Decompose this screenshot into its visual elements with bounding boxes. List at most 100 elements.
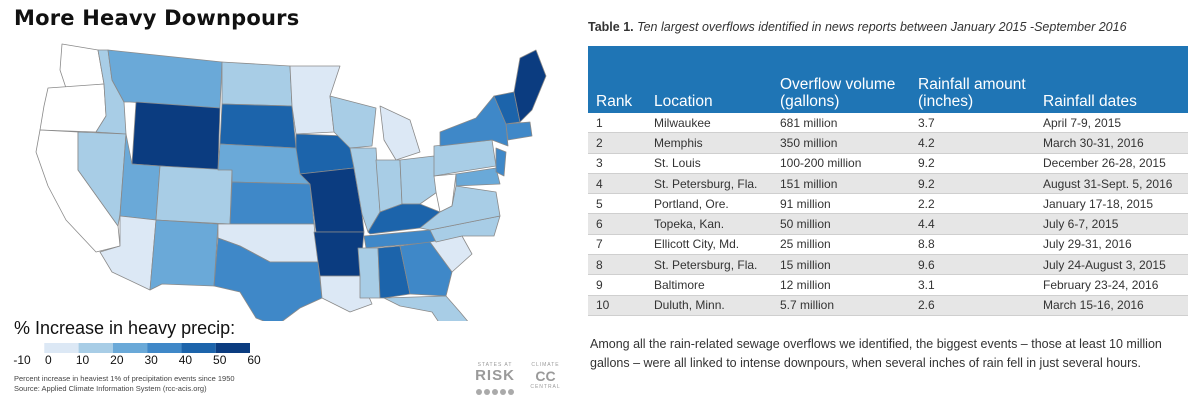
region-texas xyxy=(213,237,323,321)
table-cell: 6 xyxy=(596,217,603,232)
region-mass-ct xyxy=(505,121,533,141)
legend-swatch xyxy=(181,343,216,353)
table-body: 1 Milwaukee 681 million 3.7 April 7-9, 2015 2… xyxy=(588,113,1188,316)
legend-color-bar xyxy=(10,343,250,353)
region-alabama xyxy=(377,245,411,299)
table-row: 7 Ellicott City, Md. 25 million 8.8 July 29-… xyxy=(588,234,1188,255)
table-header-row: Rank Location Overflow volume (gallons) Rain… xyxy=(588,46,1188,113)
logo-cc-mark: CC xyxy=(535,368,556,384)
table-cell: 10 xyxy=(596,298,610,313)
legend-label: 0 xyxy=(44,353,52,367)
region-new-mexico xyxy=(149,219,219,291)
logo-risk-main: RISK xyxy=(475,367,515,384)
table-row: 1 Milwaukee 681 million 3.7 April 7-9, 2015 xyxy=(588,113,1188,133)
region-colorado xyxy=(155,165,233,225)
region-nevada xyxy=(77,131,127,227)
table-cell: 9 xyxy=(596,278,603,293)
table-cell: January 17-18, 2015 xyxy=(1043,196,1154,211)
table-row: 9 Baltimore 12 million 3.1 February 23-24, 2… xyxy=(588,274,1188,296)
map-title: More Heavy Downpours xyxy=(14,6,300,30)
region-wyoming xyxy=(131,101,221,171)
legend-swatch xyxy=(78,343,113,353)
table-cell: 8 xyxy=(596,257,603,272)
table-caption-text: Ten largest overflows identified in news… xyxy=(637,20,1127,34)
region-north-dakota xyxy=(221,61,293,107)
table-cell: August 31-Sept. 5, 2016 xyxy=(1043,176,1173,191)
column-header-line: Rank xyxy=(596,93,633,110)
table-cell: Portland, Ore. xyxy=(654,196,729,211)
region-montana xyxy=(107,49,223,109)
column-header-line: Rainfall dates xyxy=(1043,93,1137,110)
climate-central-logo: CLIMATE CC CENTRAL xyxy=(523,362,568,402)
table-row: 5 Portland, Ore. 91 million 2.2 January 17-1… xyxy=(588,193,1188,214)
legend-label: 20 xyxy=(110,353,124,367)
column-header-line: Location xyxy=(654,93,713,110)
table-row: 6 Topeka, Kan. 50 million 4.4 July 6-7, 2015 xyxy=(588,213,1188,235)
table-cell: 3.1 xyxy=(918,278,935,293)
region-washington xyxy=(59,43,105,89)
legend-label: 10 xyxy=(75,353,90,367)
legend-swatch xyxy=(44,343,79,353)
table-cell: July 24-August 3, 2015 xyxy=(1043,257,1166,272)
legend-swatch xyxy=(215,343,250,353)
table-cell: 15 million xyxy=(780,257,831,272)
table-cell: 12 million xyxy=(780,278,831,293)
table-cell: 4 xyxy=(596,176,603,191)
logo-risk-dots xyxy=(476,389,514,395)
column-header: Rank xyxy=(588,46,646,113)
table-cell: St. Petersburg, Fla. xyxy=(654,257,758,272)
table-cell: 3.7 xyxy=(918,115,935,130)
table-row: 2 Memphis 350 million 4.2 March 30-31, 2016 xyxy=(588,132,1188,154)
table-cell: 2 xyxy=(596,135,603,150)
table-cell: 100-200 million xyxy=(780,156,862,171)
legend-swatch xyxy=(112,343,148,353)
column-header: Rainfall amount (inches) xyxy=(910,46,1035,113)
region-maine xyxy=(513,49,547,123)
table-cell: Topeka, Kan. xyxy=(654,217,725,232)
region-mississippi xyxy=(357,247,381,299)
region-oregon xyxy=(39,83,107,133)
table-cell: 9.2 xyxy=(918,156,935,171)
column-header-line: (inches) xyxy=(918,93,974,110)
summary-text: Among all the rain-related sewage overfl… xyxy=(590,337,1162,370)
region-arkansas xyxy=(313,231,365,277)
table-cell: 681 million xyxy=(780,115,838,130)
table-cell: February 23-24, 2016 xyxy=(1043,278,1159,293)
table-cell: April 7-9, 2015 xyxy=(1043,115,1122,130)
map-panel: More Heavy Downpours xyxy=(0,0,575,409)
table-cell: Milwaukee xyxy=(654,115,711,130)
table-cell: 4.4 xyxy=(918,217,935,232)
legend-label: -10 xyxy=(13,353,31,367)
table-cell: Duluth, Minn. xyxy=(654,298,725,313)
footnote-line-2: Source: Applied Climate Information Syst… xyxy=(14,384,207,393)
table-caption: Table 1. Ten largest overflows identifie… xyxy=(588,20,1127,34)
table-cell: Baltimore xyxy=(654,278,705,293)
region-new-jersey xyxy=(495,147,507,177)
region-georgia xyxy=(399,241,453,297)
column-header-line: (gallons) xyxy=(780,93,840,110)
region-kentucky xyxy=(367,203,441,235)
column-header: Overflow volume (gallons) xyxy=(772,46,910,113)
table-cell: July 29-31, 2016 xyxy=(1043,237,1132,252)
table-cell: December 26-28, 2015 xyxy=(1043,156,1166,171)
states-at-risk-logo: STATES AT RISK xyxy=(470,362,520,402)
table-cell: St. Louis xyxy=(654,156,701,171)
table-cell: 91 million xyxy=(780,196,831,211)
region-wisconsin xyxy=(329,95,377,149)
table-cell: 9.6 xyxy=(918,257,935,272)
region-ohio xyxy=(399,155,441,205)
table-cell: 9.2 xyxy=(918,176,935,191)
overflow-table: Rank Location Overflow volume (gallons) Rain… xyxy=(588,46,1188,316)
table-cell: 5 xyxy=(596,196,603,211)
table-cell: July 6-7, 2015 xyxy=(1043,217,1119,232)
us-choropleth-map xyxy=(35,43,547,321)
table-cell: 3 xyxy=(596,156,603,171)
region-virginia xyxy=(419,185,501,231)
table-row: 3 St. Louis 100-200 million 9.2 December 26-… xyxy=(588,153,1188,174)
table-cell: 151 million xyxy=(780,176,838,191)
table-cell: 8.8 xyxy=(918,237,935,252)
table-cell: March 30-31, 2016 xyxy=(1043,135,1144,150)
table-cell: March 15-16, 2016 xyxy=(1043,298,1144,313)
table-cell: 25 million xyxy=(780,237,831,252)
table-cell: 4.2 xyxy=(918,135,935,150)
